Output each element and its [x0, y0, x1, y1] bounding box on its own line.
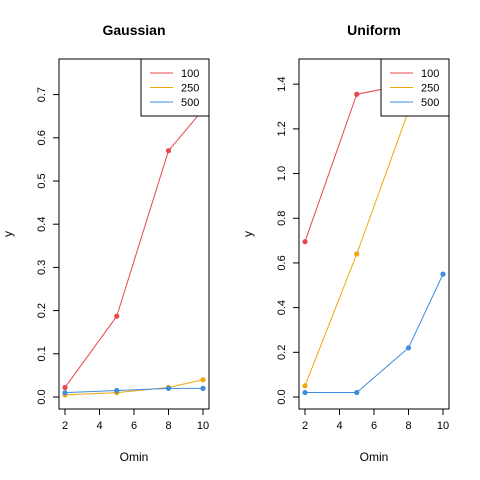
y-tick-label: 0.4	[276, 300, 288, 315]
legend-label-100: 100	[181, 68, 199, 80]
y-tick-label: 0.6	[36, 130, 48, 145]
data-point-500	[405, 345, 412, 351]
y-tick-label: 0.0	[36, 389, 48, 404]
x-tick-label: 6	[131, 420, 137, 432]
x-tick-label: 2	[302, 420, 308, 432]
y-tick-label: 0.8	[276, 211, 288, 226]
data-point-100	[354, 91, 360, 97]
series-line-100	[64, 109, 204, 388]
data-point-500	[62, 390, 68, 396]
chart-panel-uniform: Uniform Omin y 2 4 6 8 10 0.0 0.2 0.4 0.6 0.8 1.0 1.2 1…	[241, 22, 450, 464]
y-tick-label: 0.4	[36, 217, 48, 232]
data-point-250	[200, 377, 206, 383]
x-tick-label: 8	[165, 420, 171, 432]
data-point-500	[165, 385, 172, 391]
y-tick-label: 0.1	[36, 346, 48, 361]
series-line-250	[304, 83, 444, 387]
chart-title: Uniform	[347, 22, 401, 38]
y-tick-label: 0.0	[276, 389, 288, 404]
plot-area	[62, 107, 206, 398]
x-tick-label: 2	[62, 420, 68, 432]
y-tick-label: 1.0	[276, 166, 288, 181]
x-tick-label: 4	[96, 420, 102, 432]
chart-panel-gaussian: Gaussian Omin y 2 4 6 8 10 0.0 0.1 0.2 0.3 0.4 0.5 0.6…	[1, 22, 210, 464]
series-line-500	[64, 387, 203, 394]
legend: 100 250 500	[140, 58, 210, 117]
legend-label-250: 250	[181, 83, 199, 95]
data-point-250	[302, 383, 308, 389]
x-tick-label: 6	[371, 420, 377, 432]
x-axis-label: Omin	[120, 450, 149, 464]
data-point-100	[302, 239, 308, 245]
legend-label-500: 500	[181, 97, 199, 109]
x-tick-label: 4	[336, 420, 342, 432]
legend: 100 250 500	[380, 58, 450, 117]
y-tick-label: 0.6	[276, 255, 288, 270]
legend-label-500: 500	[421, 97, 439, 109]
data-point-100	[62, 384, 68, 391]
y-tick-label: 0.2	[276, 345, 288, 360]
chart-title: Gaussian	[102, 22, 165, 38]
legend-label-250: 250	[421, 83, 439, 95]
x-tick-label: 8	[405, 420, 411, 432]
y-axis-label: y	[1, 231, 15, 237]
data-point-100	[165, 148, 172, 154]
y-tick-label: 0.3	[36, 260, 48, 275]
y-axis-label: y	[241, 231, 255, 237]
x-tick-label: 10	[197, 420, 209, 432]
y-tick-label: 1.4	[276, 77, 288, 92]
x-axis-label: Omin	[360, 450, 389, 464]
y-tick-label: 0.2	[36, 303, 48, 318]
legend-label-100: 100	[421, 68, 439, 80]
data-point-500	[200, 385, 206, 391]
data-point-500	[302, 389, 308, 396]
y-tick-label: 0.5	[36, 173, 48, 188]
data-point-500	[114, 387, 120, 394]
series-line-500	[305, 273, 444, 394]
x-tick-label: 10	[437, 420, 449, 432]
series-line-250	[64, 379, 204, 396]
y-tick-label: 1.2	[276, 121, 288, 136]
data-point-100	[114, 313, 120, 319]
data-point-500	[440, 271, 446, 277]
data-point-250	[354, 251, 360, 257]
plot-area	[302, 77, 446, 396]
y-tick-label: 0.7	[36, 87, 48, 102]
data-point-500	[354, 389, 360, 396]
